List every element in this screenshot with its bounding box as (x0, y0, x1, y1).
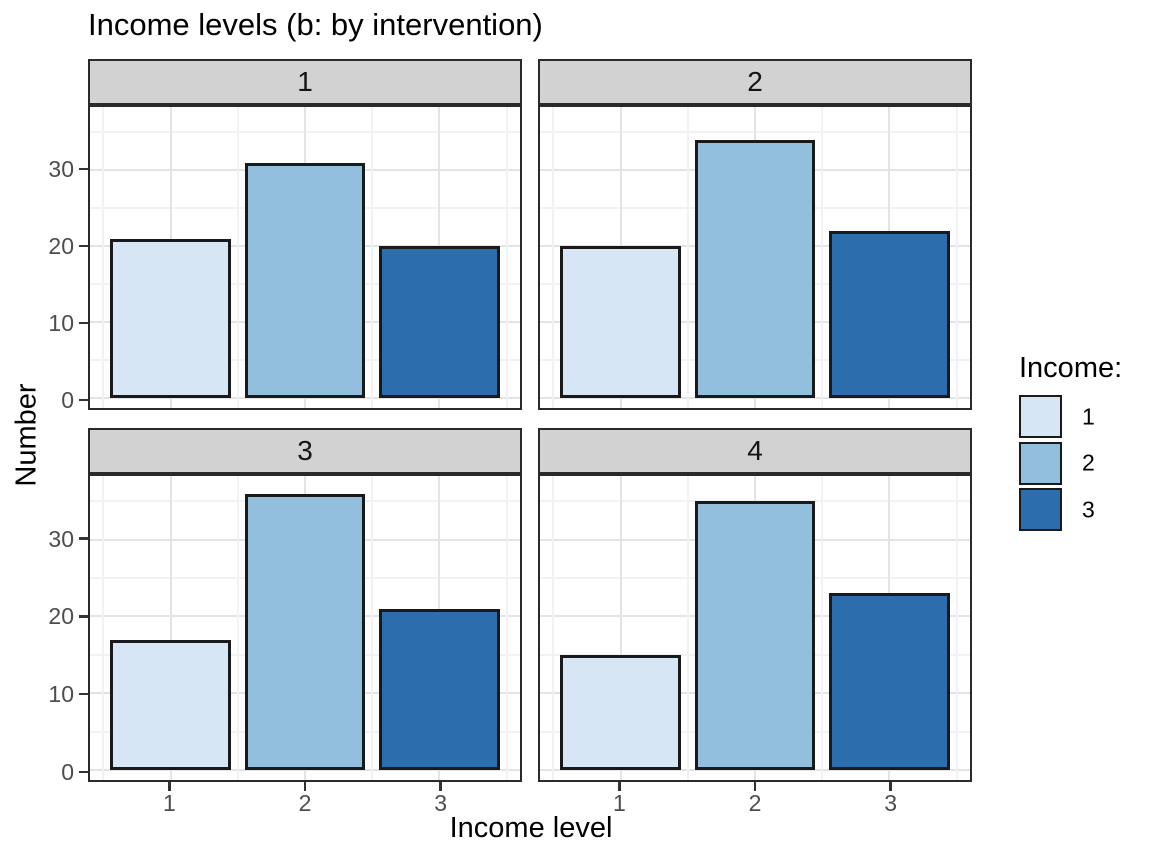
gridline-major (169, 476, 172, 780)
x-tick-label: 1 (162, 790, 176, 816)
gridline-minor (102, 476, 105, 780)
legend-key-label: 3 (1082, 496, 1095, 522)
y-tick-mark (79, 770, 88, 774)
legend-key-income3 (1019, 488, 1062, 531)
gridline-minor (236, 476, 239, 780)
legend-key-income1 (1019, 395, 1062, 438)
gridline-minor (686, 476, 689, 780)
bar-intervention1-income3 (378, 246, 500, 399)
gridline-minor (552, 107, 555, 408)
bar-intervention1-income2 (244, 162, 366, 399)
x-tick-label: 1 (612, 790, 626, 816)
y-tick-label: 30 (48, 155, 74, 182)
y-tick-label: 10 (48, 681, 74, 708)
gridline-minor (686, 107, 689, 408)
x-tick-mark (439, 782, 442, 791)
legend-key-income2 (1019, 441, 1062, 485)
bar-intervention2-income2 (694, 139, 816, 399)
bar-intervention1-income1 (110, 238, 232, 399)
y-tick-mark (79, 615, 88, 618)
facet-strip-label: 3 (297, 435, 313, 466)
facet-strip: 4 (538, 428, 972, 474)
legend-title: Income: (1019, 352, 1123, 384)
gridline-minor (236, 107, 239, 408)
x-tick-mark (889, 782, 892, 791)
gridline-minor (821, 107, 824, 408)
panel-plot-area (538, 105, 972, 410)
y-tick-mark (79, 167, 88, 171)
gridline-major (619, 476, 622, 780)
gridline-minor (552, 476, 555, 780)
facet-panel-1: 1 (88, 59, 522, 410)
facet-strip-label: 4 (747, 435, 763, 466)
gridline-minor (371, 476, 374, 780)
facet-strip: 2 (538, 59, 972, 105)
x-axis-title: Income level (449, 812, 613, 844)
x-tick-mark (753, 782, 757, 791)
y-tick-label: 10 (48, 309, 74, 336)
bar-intervention3-income3 (378, 608, 500, 771)
legend-key-label: 1 (1082, 403, 1095, 429)
bar-intervention2-income1 (560, 246, 682, 399)
y-tick-label: 0 (61, 758, 74, 785)
bar-intervention3-income1 (110, 639, 232, 771)
facet-panel-3: 3 (88, 428, 522, 782)
facet-panel-4: 4 (538, 428, 972, 782)
legend-key-label: 2 (1082, 449, 1095, 476)
facet-strip: 3 (88, 428, 522, 474)
y-tick-mark (79, 692, 88, 696)
gridline-minor (102, 107, 105, 408)
x-tick-mark (618, 782, 621, 791)
panel-plot-area (538, 474, 972, 782)
y-tick-mark (79, 244, 88, 248)
x-tick-label: 3 (434, 790, 448, 816)
x-tick-label: 2 (748, 790, 762, 816)
y-tick-label: 30 (48, 525, 74, 552)
x-tick-mark (168, 782, 171, 791)
y-tick-mark (79, 321, 88, 325)
y-tick-mark (79, 398, 88, 402)
panel-plot-area (88, 474, 522, 782)
facet-strip: 1 (88, 59, 522, 105)
facet-strip-label: 1 (297, 66, 313, 97)
x-tick-mark (303, 782, 307, 791)
x-tick-label: 2 (298, 790, 312, 816)
y-tick-label: 20 (48, 603, 74, 630)
facet-strip-label: 2 (747, 66, 763, 97)
bar-intervention2-income3 (828, 230, 950, 399)
y-tick-mark (79, 537, 88, 540)
facet-panel-2: 2 (538, 59, 972, 410)
bar-intervention4-income3 (828, 593, 950, 771)
y-tick-label: 20 (48, 232, 74, 259)
bar-intervention4-income1 (560, 654, 682, 771)
gridline-minor (821, 476, 824, 780)
gridline-minor (955, 107, 958, 408)
x-tick-label: 3 (884, 790, 898, 816)
panel-plot-area (88, 105, 522, 410)
y-tick-label: 0 (61, 386, 74, 413)
bar-intervention3-income2 (244, 493, 366, 771)
gridline-minor (505, 476, 508, 780)
gridline-minor (505, 107, 508, 408)
bar-intervention4-income2 (694, 501, 816, 771)
gridline-minor (955, 476, 958, 780)
plot-title: Income levels (b: by intervention) (88, 7, 543, 42)
gridline-minor (371, 107, 374, 408)
